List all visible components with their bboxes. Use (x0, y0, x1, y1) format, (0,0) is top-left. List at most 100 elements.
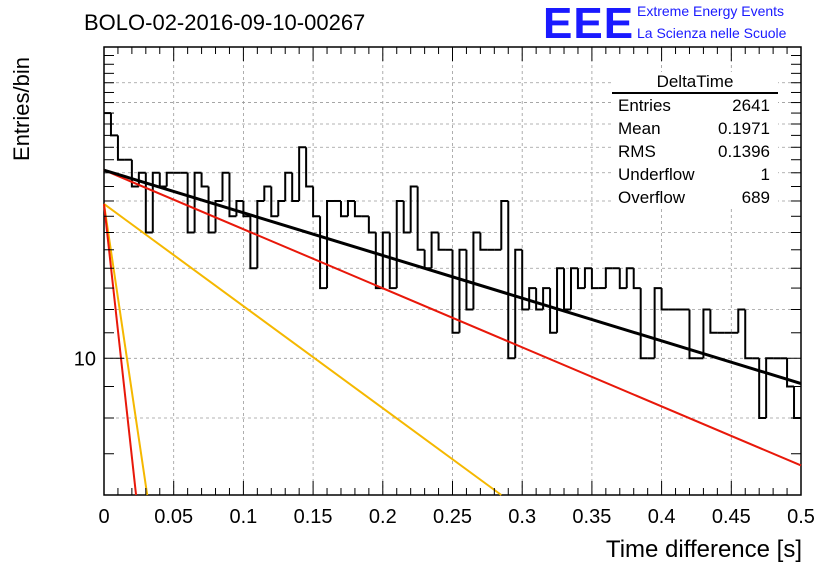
histogram-bin (284, 171, 293, 201)
histogram-bin (339, 200, 348, 218)
histogram-bin (277, 199, 286, 217)
histogram-bin (249, 216, 258, 270)
histogram-bin (465, 249, 474, 311)
histogram-bin (326, 199, 335, 289)
logo-line-1: Extreme Energy Events (637, 3, 785, 19)
histogram-bin (388, 232, 397, 290)
stats-row-underflow: Underflow 1 (612, 163, 778, 186)
stats-label: Mean (618, 119, 661, 138)
histogram-bin (563, 268, 571, 311)
histogram-bin (535, 288, 544, 311)
histogram-bin (312, 186, 321, 218)
tick-labels: 0 0.05 0.1 0.15 0.2 0.25 0.3 0.35 0.4 0.45 0.5 10 (74, 348, 815, 528)
x-tick-label: 0.05 (154, 506, 193, 528)
histogram-bin (688, 309, 697, 360)
histogram-bin (228, 172, 237, 218)
histogram-bin (214, 199, 223, 233)
stats-title: DeltaTime (612, 72, 778, 94)
histogram-bin (660, 288, 669, 311)
histogram-bin (737, 308, 746, 333)
histogram-bin (200, 172, 209, 188)
histogram-bin (521, 249, 530, 311)
histogram-bin (291, 172, 300, 202)
histogram-bin (144, 172, 153, 234)
histogram-bin (374, 232, 383, 290)
histogram-bin (765, 357, 774, 419)
histogram-bin (381, 231, 390, 289)
x-tick-label: 0.2 (369, 506, 397, 528)
stats-label: Overflow (618, 188, 686, 207)
x-tick-label: 0.5 (787, 506, 815, 528)
stats-row-rms: RMS 0.1396 (612, 140, 778, 163)
x-tick-label: 0.1 (229, 506, 257, 528)
histogram-bin (625, 267, 634, 289)
histogram-bin (576, 268, 585, 290)
histogram-bin (256, 199, 265, 269)
stats-row-entries: Entries 2641 (612, 94, 778, 117)
stats-value: 0.1396 (718, 142, 770, 161)
histogram-bin (702, 308, 711, 359)
histogram-bin (639, 288, 648, 360)
x-axis-label: Time difference [s] (605, 536, 802, 563)
stats-label: Entries (618, 96, 671, 115)
histogram-bin (207, 186, 216, 234)
histogram-bin (583, 267, 592, 289)
histogram-bin (500, 199, 509, 250)
histogram-bin (653, 287, 662, 359)
histogram-bin (458, 248, 467, 333)
x-tick-label: 0.35 (572, 506, 611, 528)
y-axis-label: Entries/bin (9, 57, 34, 161)
histogram-bin (270, 186, 279, 218)
histogram-bin (569, 267, 578, 310)
histogram-bin (242, 200, 251, 218)
histogram-bin (793, 386, 801, 420)
histogram-bin (590, 268, 599, 290)
x-tick-label: 0.3 (508, 506, 536, 528)
histogram-bin (437, 232, 446, 251)
histogram-bin (514, 248, 523, 359)
histogram-bin (423, 249, 432, 270)
stats-value: 2641 (732, 96, 770, 115)
stats-value: 0.1971 (718, 119, 770, 138)
series-fit_component_1 (103, 169, 802, 467)
series-fit_total (103, 168, 802, 385)
histogram-bin (186, 172, 195, 234)
histogram-bin (632, 268, 641, 290)
histogram-bin (618, 268, 627, 290)
histogram-bin (758, 358, 767, 420)
x-tick-label: 0.15 (294, 506, 333, 528)
stats-label: RMS (618, 142, 656, 161)
x-tick-label: 0.4 (648, 506, 676, 528)
histogram-bin (472, 231, 481, 310)
histogram-bin (542, 287, 551, 310)
chart-marks (103, 112, 802, 496)
histogram-bin (402, 200, 411, 234)
series-fit_component_1_fast (103, 203, 138, 496)
logo-line-2: La Scienza nelle Scuole (637, 25, 787, 41)
histogram-bin (263, 185, 272, 201)
stats-value: 689 (741, 188, 770, 207)
histogram-bin (193, 171, 202, 233)
series-fit_component_2 (103, 203, 502, 496)
histogram-bin (395, 199, 404, 289)
histogram-bin (409, 185, 418, 233)
histogram-bin (367, 216, 376, 234)
histogram-bin (709, 309, 718, 334)
x-tick-label: 0 (98, 506, 109, 528)
histogram-bin (507, 200, 516, 360)
stats-row-mean: Mean 0.1971 (612, 117, 778, 140)
histogram-bin (528, 287, 537, 310)
eee-logo: EEE (543, 0, 635, 48)
x-tick-label: 0.25 (433, 506, 472, 528)
series-fit_component_2_fast (103, 203, 149, 496)
stats-box: DeltaTime Entries 2641 Mean 0.1971 RMS 0… (612, 72, 778, 209)
histogram-bin (479, 232, 488, 251)
x-tick-label: 0.45 (712, 506, 751, 528)
histogram-bin (604, 267, 613, 289)
histogram-bin (158, 172, 167, 188)
y-tick-label: 10 (74, 348, 96, 370)
histogram-bin (430, 231, 439, 269)
histogram-bin (151, 171, 160, 233)
histogram-bin (130, 159, 139, 188)
